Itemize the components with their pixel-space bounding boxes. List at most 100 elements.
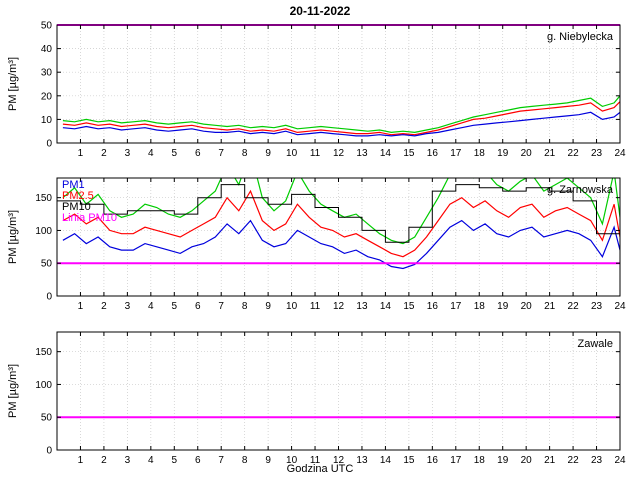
pm25-line — [62, 101, 620, 136]
x-tick-label: 6 — [195, 148, 201, 159]
x-tick-label: 2 — [101, 148, 107, 159]
x-tick-label: 24 — [614, 455, 626, 466]
x-tick-label: 11 — [310, 301, 321, 312]
x-tick-label: 24 — [614, 148, 626, 159]
x-tick-label: 20 — [521, 455, 533, 466]
x-tick-label: 9 — [265, 455, 271, 466]
station-label: g. Niebylecka — [547, 31, 614, 43]
y-tick-label: 0 — [46, 139, 52, 150]
x-tick-label: 23 — [591, 148, 603, 159]
x-tick-label: 10 — [286, 455, 298, 466]
x-tick-label: 4 — [148, 455, 154, 466]
y-axis-label: PM [µg/m³] — [7, 57, 19, 111]
x-tick-label: 11 — [310, 455, 321, 466]
x-tick-label: 4 — [148, 301, 154, 312]
x-tick-label: 15 — [403, 148, 415, 159]
x-tick-label: 2 — [101, 301, 107, 312]
x-tick-label: 11 — [310, 148, 321, 159]
x-tick-label: 7 — [218, 455, 224, 466]
x-tick-label: 14 — [380, 455, 392, 466]
x-tick-label: 17 — [450, 455, 462, 466]
x-tick-label: 7 — [218, 301, 224, 312]
x-tick-label: 15 — [403, 301, 415, 312]
y-tick-label: 150 — [35, 347, 52, 358]
x-tick-label: 21 — [544, 455, 556, 466]
y-tick-label: 0 — [46, 292, 52, 303]
pm10-hourly-step-line — [57, 184, 620, 243]
y-tick-label: 100 — [35, 380, 52, 391]
x-tick-label: 23 — [591, 301, 603, 312]
y-tick-label: 20 — [41, 91, 53, 102]
y-tick-label: 40 — [41, 44, 53, 55]
x-tick-label: 21 — [544, 301, 556, 312]
y-tick-label: 0 — [46, 446, 52, 457]
x-tick-label: 3 — [125, 301, 131, 312]
x-tick-label: 1 — [78, 148, 84, 159]
y-tick-label: 50 — [41, 21, 53, 32]
x-tick-label: 16 — [427, 455, 439, 466]
x-tick-label: 1 — [78, 455, 84, 466]
x-tick-label: 17 — [450, 148, 462, 159]
x-tick-label: 3 — [125, 455, 131, 466]
x-axis-label: Godzina UTC — [286, 463, 354, 475]
y-tick-label: 50 — [41, 413, 53, 424]
pm10-line — [62, 95, 620, 134]
x-tick-label: 23 — [591, 455, 603, 466]
x-tick-label: 22 — [568, 455, 580, 466]
x-tick-label: 8 — [242, 301, 248, 312]
x-tick-label: 17 — [450, 301, 462, 312]
x-tick-label: 20 — [521, 301, 533, 312]
x-tick-label: 13 — [356, 148, 368, 159]
legend-item: PM2.5 — [62, 190, 94, 202]
pm10-line — [62, 178, 620, 245]
x-tick-label: 8 — [242, 455, 248, 466]
x-tick-label: 7 — [218, 148, 224, 159]
x-tick-label: 9 — [265, 148, 271, 159]
x-tick-label: 12 — [333, 148, 345, 159]
x-tick-label: 13 — [356, 455, 368, 466]
x-tick-label: 8 — [242, 148, 248, 159]
x-tick-label: 22 — [568, 148, 580, 159]
figure-title: 20-11-2022 — [289, 4, 351, 18]
x-tick-label: 5 — [172, 148, 178, 159]
station-label: g. Zarnowska — [547, 184, 614, 196]
station-label: Zawale — [578, 338, 613, 350]
x-tick-label: 12 — [333, 301, 345, 312]
x-tick-label: 14 — [380, 148, 392, 159]
x-tick-label: 22 — [568, 301, 580, 312]
y-tick-label: 10 — [41, 115, 53, 126]
x-tick-label: 4 — [148, 148, 154, 159]
x-tick-label: 18 — [474, 301, 486, 312]
y-tick-label: 30 — [41, 68, 53, 79]
x-tick-label: 18 — [474, 455, 486, 466]
x-tick-label: 19 — [497, 148, 509, 159]
x-tick-label: 21 — [544, 148, 556, 159]
x-tick-label: 9 — [265, 301, 271, 312]
x-tick-label: 6 — [195, 455, 201, 466]
x-tick-label: 12 — [333, 455, 345, 466]
x-tick-label: 19 — [497, 301, 509, 312]
x-tick-label: 3 — [125, 148, 131, 159]
y-axis-label: PM [µg/m³] — [7, 210, 19, 264]
x-tick-label: 5 — [172, 455, 178, 466]
x-tick-label: 2 — [101, 455, 107, 466]
x-tick-label: 16 — [427, 301, 439, 312]
pm25-line — [62, 189, 620, 258]
x-tick-label: 10 — [286, 301, 298, 312]
legend-item: Linia PM10 — [62, 212, 117, 224]
x-tick-label: 19 — [497, 455, 509, 466]
x-tick-label: 6 — [195, 301, 201, 312]
legend-item: PM1 — [62, 179, 85, 191]
x-tick-label: 5 — [172, 301, 178, 312]
pm1-line — [62, 219, 620, 270]
x-tick-label: 18 — [474, 148, 486, 159]
x-tick-label: 13 — [356, 301, 368, 312]
axes-frame — [56, 177, 621, 297]
x-tick-label: 14 — [380, 301, 392, 312]
x-tick-label: 20 — [521, 148, 533, 159]
x-tick-label: 24 — [614, 301, 626, 312]
x-tick-label: 1 — [78, 301, 84, 312]
y-axis-label: PM [µg/m³] — [7, 364, 19, 418]
x-tick-label: 10 — [286, 148, 298, 159]
